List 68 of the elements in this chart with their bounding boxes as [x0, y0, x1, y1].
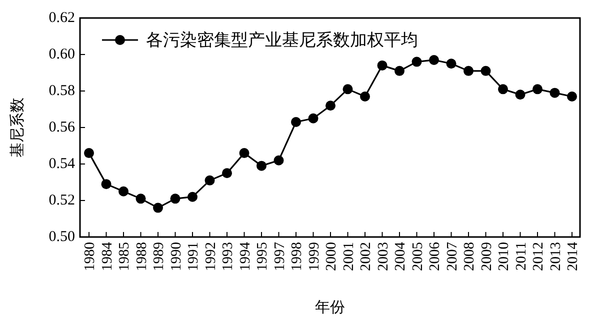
point	[429, 54, 439, 65]
x-tick-label: 2003	[375, 242, 392, 271]
x-tick-label: 2004	[392, 241, 408, 271]
point	[515, 90, 526, 100]
x-tick-label: 2000	[324, 242, 340, 271]
point	[256, 160, 266, 171]
x-tick-label: 1997	[272, 242, 288, 271]
point	[464, 66, 474, 76]
y-tick-label: 0.54	[48, 156, 76, 172]
point	[498, 84, 508, 94]
y-axis-title: 基尼系数	[9, 98, 26, 158]
point	[412, 56, 422, 67]
x-tick-label: 2005	[410, 242, 426, 271]
point	[532, 84, 542, 94]
x-tick-label: 2011	[513, 242, 530, 270]
x-tick-label: 2014	[565, 241, 581, 271]
x-axis-title: 年份	[315, 299, 345, 316]
point	[188, 192, 198, 202]
point	[342, 84, 353, 94]
point	[291, 117, 301, 128]
x-tick-label: 2002	[358, 242, 374, 271]
x-tick-label: 2009	[478, 242, 495, 271]
x-tick-label: 1984	[99, 241, 116, 271]
point	[204, 175, 215, 186]
x-tick-label: 2008	[462, 242, 478, 271]
point	[153, 202, 163, 213]
y-tick-label: 0.58	[48, 83, 75, 99]
y-tick-label: 0.60	[48, 46, 75, 62]
point	[394, 66, 404, 76]
x-tick-label: 1991	[186, 242, 202, 271]
y-tick-label: 0.50	[48, 229, 75, 245]
point	[377, 60, 388, 70]
point	[239, 148, 250, 158]
x-tick-label: 1985	[116, 242, 132, 271]
x-tick-label: 2006	[427, 242, 443, 271]
x-tick-label: 1995	[254, 242, 270, 271]
x-tick-label: 1990	[168, 242, 184, 271]
x-tick-label: 1994	[237, 241, 254, 271]
x-tick-label: 2010	[496, 242, 512, 271]
legend-label: 各污染密集型产业基尼系数加权平均	[146, 30, 418, 50]
x-tick-label: 1993	[220, 242, 236, 271]
point	[170, 194, 180, 204]
point	[308, 113, 318, 124]
x-tick-label: 2007	[444, 242, 460, 271]
x-tick-label: 2012	[530, 242, 546, 271]
y-tick-label: 0.52	[48, 192, 75, 208]
point	[360, 91, 370, 102]
point	[326, 100, 336, 111]
x-tick-label: 1998	[289, 242, 305, 271]
x-tick-label: 1992	[202, 242, 219, 271]
point	[480, 66, 491, 76]
point	[274, 155, 284, 166]
x-tick-label: 1999	[306, 242, 322, 271]
x-tick-label: 2013	[548, 242, 564, 271]
point	[222, 168, 232, 178]
x-tick-label: 2001	[340, 242, 357, 271]
x-tick-label: 1980	[82, 242, 98, 271]
point	[84, 148, 94, 158]
point	[101, 179, 112, 190]
point	[446, 58, 456, 69]
y-tick-label: 0.62	[48, 10, 75, 26]
y-tick-label: 0.56	[48, 120, 76, 136]
point	[567, 91, 577, 102]
x-tick-label: 1989	[151, 242, 167, 271]
point	[550, 88, 560, 98]
point	[136, 194, 146, 204]
x-tick-label: 1988	[134, 242, 150, 271]
point	[118, 186, 128, 196]
